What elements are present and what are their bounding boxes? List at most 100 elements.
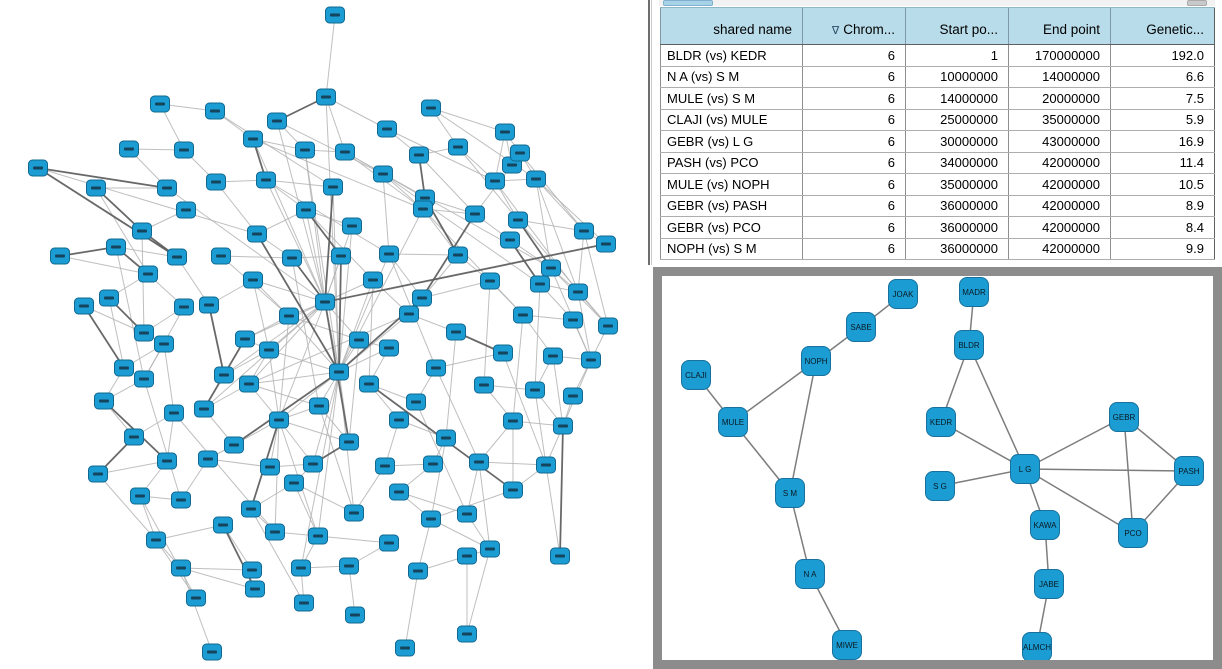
table-row[interactable]: GEBR (vs) PCO 6 36000000 42000000 8.4 <box>660 216 1215 239</box>
graph-edge-NOPH-SM[interactable] <box>789 360 817 494</box>
table-row[interactable]: GEBR (vs) PASH 6 36000000 42000000 8.9 <box>660 195 1215 217</box>
table-row[interactable]: GEBR (vs) L G 6 30000000 43000000 16.9 <box>660 130 1215 153</box>
table-cell-chromosome[interactable]: 6 <box>802 87 906 110</box>
network-edge[interactable] <box>325 96 340 373</box>
table-cell-start-point[interactable]: 34000000 <box>905 152 1009 174</box>
network-edge[interactable] <box>317 535 390 544</box>
network-edge[interactable] <box>325 96 388 130</box>
network-edge[interactable] <box>382 173 541 285</box>
table-cell-shared-name[interactable]: MULE (vs) S M <box>660 87 803 110</box>
network-edge[interactable] <box>233 371 340 446</box>
network-edge[interactable] <box>97 460 168 475</box>
network-edge[interactable] <box>256 233 340 373</box>
network-edge[interactable] <box>293 482 319 537</box>
network-edge[interactable] <box>535 178 579 293</box>
graph-node-CLAJI[interactable]: CLAJI <box>681 360 711 390</box>
network-edge[interactable] <box>535 178 552 269</box>
network-edge[interactable] <box>223 301 326 376</box>
network-edge[interactable] <box>435 352 504 369</box>
network-edge[interactable] <box>386 128 496 182</box>
network-edge[interactable] <box>268 349 280 421</box>
table-row[interactable]: BLDR (vs) KEDR 6 1 170000000 192.0 <box>660 44 1215 67</box>
network-edge[interactable] <box>324 243 607 303</box>
table-cell-start-point[interactable]: 36000000 <box>905 238 1009 260</box>
network-edge[interactable] <box>305 209 326 303</box>
network-edge[interactable] <box>466 548 491 635</box>
network-edge[interactable] <box>312 371 340 465</box>
graph-node-JABE[interactable]: JABE <box>1034 569 1064 599</box>
graph-node-MULE[interactable]: MULE <box>718 407 748 437</box>
network-edge[interactable] <box>517 219 585 232</box>
network-edge[interactable] <box>215 181 258 235</box>
network-edge[interactable] <box>545 464 561 557</box>
overview-network-view[interactable] <box>0 0 648 669</box>
table-cell-end-point[interactable]: 14000000 <box>1008 66 1111 88</box>
scrollbar-thumb-right[interactable] <box>1187 0 1207 6</box>
network-edge[interactable] <box>348 339 360 443</box>
column-header-shared-name[interactable]: shared name <box>660 7 803 45</box>
network-edge[interactable] <box>83 305 125 369</box>
table-cell-end-point[interactable]: 42000000 <box>1008 195 1111 217</box>
column-header-genetic[interactable]: Genetic... <box>1110 7 1215 45</box>
table-cell-chromosome[interactable]: 6 <box>802 44 906 67</box>
network-edge[interactable] <box>519 152 585 232</box>
network-edge[interactable] <box>248 371 340 385</box>
table-horizontal-scrollbar[interactable] <box>659 0 1215 6</box>
table-cell-shared-name[interactable]: CLAJI (vs) MULE <box>660 109 803 131</box>
graph-node-GEBR[interactable]: GEBR <box>1109 402 1139 432</box>
network-edge[interactable] <box>222 524 256 590</box>
network-edge[interactable] <box>293 482 355 514</box>
network-edge[interactable] <box>248 301 326 385</box>
graph-node-SM[interactable]: S M <box>775 478 805 508</box>
table-cell-end-point[interactable]: 35000000 <box>1008 109 1111 131</box>
table-cell-end-point[interactable]: 42000000 <box>1008 238 1111 260</box>
network-edge[interactable] <box>252 138 424 210</box>
network-edge[interactable] <box>430 437 447 520</box>
graph-node-MADR[interactable]: MADR <box>959 277 989 307</box>
panel-divider[interactable] <box>648 0 650 265</box>
network-edge[interactable] <box>404 570 419 649</box>
graph-node-KEDR[interactable]: KEDR <box>926 407 956 437</box>
network-edge[interactable] <box>338 255 342 373</box>
network-edge[interactable] <box>305 209 374 281</box>
table-cell-end-point[interactable]: 42000000 <box>1008 152 1111 174</box>
network-edge[interactable] <box>577 291 592 361</box>
table-cell-shared-name[interactable]: MULE (vs) NOPH <box>660 173 803 196</box>
network-edge[interactable] <box>552 355 564 427</box>
network-edge[interactable] <box>577 230 585 293</box>
network-edge[interactable] <box>59 255 149 275</box>
table-row[interactable]: PASH (vs) PCO 6 34000000 42000000 11.4 <box>660 152 1215 174</box>
network-edge[interactable] <box>37 167 168 189</box>
table-row[interactable]: CLAJI (vs) MULE 6 25000000 35000000 5.9 <box>660 109 1215 131</box>
network-edge[interactable] <box>291 257 320 407</box>
network-edge[interactable] <box>248 383 320 407</box>
graph-edge-LG-PCO[interactable] <box>1024 468 1134 534</box>
detail-network-view[interactable]: JOAK MADR SABE BLDR NOPH CLAJI MULE KEDR GEBR L G… <box>662 276 1213 660</box>
scrollbar-thumb-left[interactable] <box>663 0 713 6</box>
network-edge[interactable] <box>338 279 374 373</box>
network-edge[interactable] <box>278 315 290 421</box>
network-edge[interactable] <box>445 331 457 439</box>
table-cell-chromosome[interactable]: 6 <box>802 173 906 196</box>
network-edge[interactable] <box>418 154 476 215</box>
network-edge[interactable] <box>430 107 506 133</box>
graph-node-SG[interactable]: S G <box>925 471 955 501</box>
network-edge[interactable] <box>435 367 480 463</box>
network-edge[interactable] <box>517 219 609 327</box>
table-cell-genetic[interactable]: 8.9 <box>1110 195 1215 217</box>
network-edge[interactable] <box>37 167 178 258</box>
network-edge[interactable] <box>304 149 326 303</box>
network-edge[interactable] <box>265 179 334 188</box>
network-edge[interactable] <box>143 378 182 501</box>
graph-node-PASH[interactable]: PASH <box>1174 456 1204 486</box>
network-edge[interactable] <box>252 279 326 303</box>
network-edge[interactable] <box>265 179 390 255</box>
table-cell-shared-name[interactable]: GEBR (vs) PCO <box>660 216 803 239</box>
network-edge[interactable] <box>512 314 524 422</box>
network-edge[interactable] <box>388 253 459 256</box>
table-cell-shared-name[interactable]: BLDR (vs) KEDR <box>660 44 803 67</box>
table-cell-genetic[interactable]: 8.4 <box>1110 216 1215 239</box>
network-edge[interactable] <box>180 567 253 571</box>
table-cell-shared-name[interactable]: GEBR (vs) PASH <box>660 195 803 217</box>
table-cell-end-point[interactable]: 43000000 <box>1008 130 1111 153</box>
